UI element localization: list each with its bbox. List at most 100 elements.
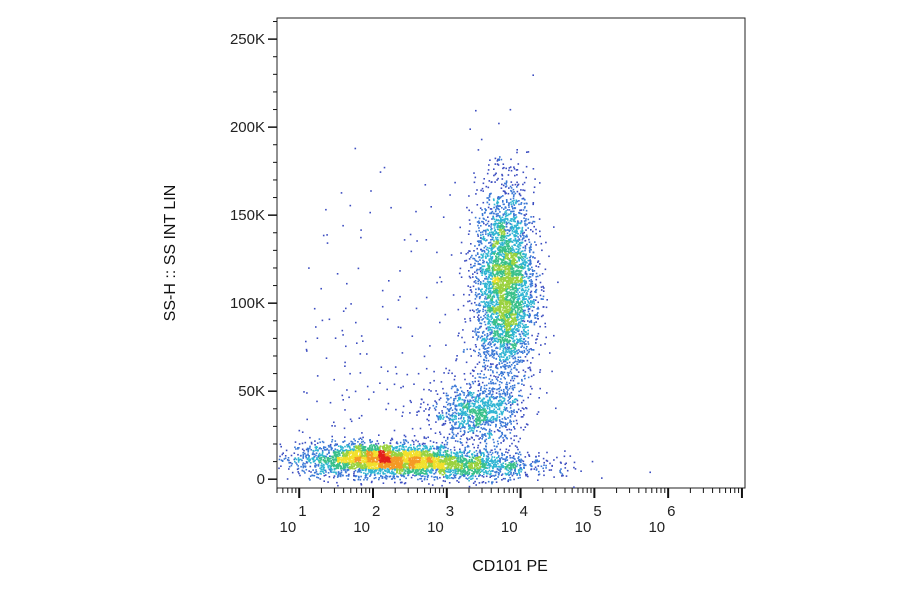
- data-point: [487, 458, 489, 461]
- data-point: [370, 441, 372, 444]
- data-point: [451, 461, 453, 463]
- data-point: [407, 453, 410, 455]
- data-point: [392, 471, 395, 474]
- data-point: [425, 456, 428, 458]
- data-point: [430, 390, 432, 392]
- data-point: [504, 468, 507, 470]
- data-point: [386, 458, 389, 460]
- data-point: [440, 456, 443, 458]
- data-point: [476, 405, 479, 408]
- data-point: [457, 421, 460, 423]
- data-point: [364, 469, 367, 472]
- data-point: [382, 446, 384, 449]
- data-point: [471, 395, 473, 398]
- data-point: [493, 388, 496, 390]
- data-point: [461, 398, 463, 401]
- data-point: [460, 471, 462, 473]
- data-point: [467, 416, 469, 418]
- data-point: [468, 477, 470, 479]
- data-point: [380, 475, 382, 477]
- data-point: [425, 473, 427, 475]
- data-point: [451, 424, 453, 427]
- data-point: [288, 468, 290, 470]
- data-point: [455, 459, 457, 462]
- data-point: [414, 471, 417, 474]
- data-point: [483, 373, 485, 376]
- data-point: [530, 246, 532, 249]
- data-point: [439, 449, 442, 452]
- data-point: [443, 476, 445, 478]
- data-point: [302, 452, 304, 454]
- data-point: [494, 397, 496, 399]
- data-point: [416, 466, 419, 468]
- data-point: [442, 445, 444, 448]
- data-point: [453, 463, 455, 465]
- data-point: [364, 449, 367, 451]
- data-point: [516, 465, 518, 468]
- data-point: [479, 458, 482, 461]
- data-point: [441, 468, 444, 471]
- data-point: [404, 482, 407, 484]
- data-point: [428, 471, 431, 473]
- data-point: [457, 389, 459, 391]
- data-point: [459, 393, 461, 395]
- data-point: [465, 461, 468, 463]
- data-point: [510, 423, 512, 425]
- data-point: [455, 465, 458, 467]
- data-point: [411, 467, 414, 470]
- data-point: [490, 394, 493, 396]
- data-point: [433, 467, 435, 469]
- data-point: [398, 468, 401, 471]
- data-point: [463, 467, 466, 469]
- data-point: [475, 417, 477, 420]
- data-point: [388, 471, 391, 473]
- data-point: [422, 464, 425, 467]
- data-point: [315, 452, 318, 454]
- data-point: [474, 426, 476, 429]
- data-point: [376, 451, 378, 453]
- data-point: [440, 465, 443, 468]
- data-point: [392, 460, 395, 463]
- data-point: [330, 468, 333, 470]
- data-point: [280, 459, 283, 461]
- data-point: [529, 464, 531, 466]
- data-point: [484, 439, 486, 442]
- data-point: [461, 461, 464, 464]
- data-point: [480, 423, 482, 426]
- data-point: [492, 419, 494, 421]
- data-point: [462, 406, 465, 408]
- data-point: [440, 463, 442, 466]
- data-point: [472, 392, 475, 394]
- data-point: [384, 470, 387, 472]
- data-point: [512, 251, 514, 254]
- data-point: [488, 463, 490, 466]
- data-point: [476, 394, 479, 396]
- data-point: [419, 406, 422, 409]
- data-point: [454, 408, 457, 411]
- data-point: [497, 462, 499, 465]
- data-point: [454, 423, 456, 426]
- data-point: [430, 471, 433, 473]
- data-point: [304, 463, 306, 465]
- data-point: [384, 449, 387, 451]
- data-point: [389, 455, 391, 458]
- data-point: [511, 474, 514, 477]
- data-point: [436, 414, 438, 417]
- data-point: [483, 392, 485, 394]
- data-point: [402, 465, 404, 467]
- data-point: [462, 423, 464, 426]
- data-point: [465, 458, 467, 461]
- data-point: [515, 435, 518, 437]
- data-point: [523, 463, 526, 466]
- data-point: [387, 450, 389, 452]
- data-point: [472, 425, 475, 427]
- data-point: [477, 399, 480, 401]
- data-point: [468, 462, 470, 464]
- data-point: [309, 475, 312, 477]
- data-point: [437, 464, 439, 466]
- data-point: [433, 455, 436, 458]
- data-point: [347, 469, 350, 471]
- data-point: [514, 464, 516, 466]
- data-point: [502, 466, 504, 469]
- data-point: [346, 469, 349, 472]
